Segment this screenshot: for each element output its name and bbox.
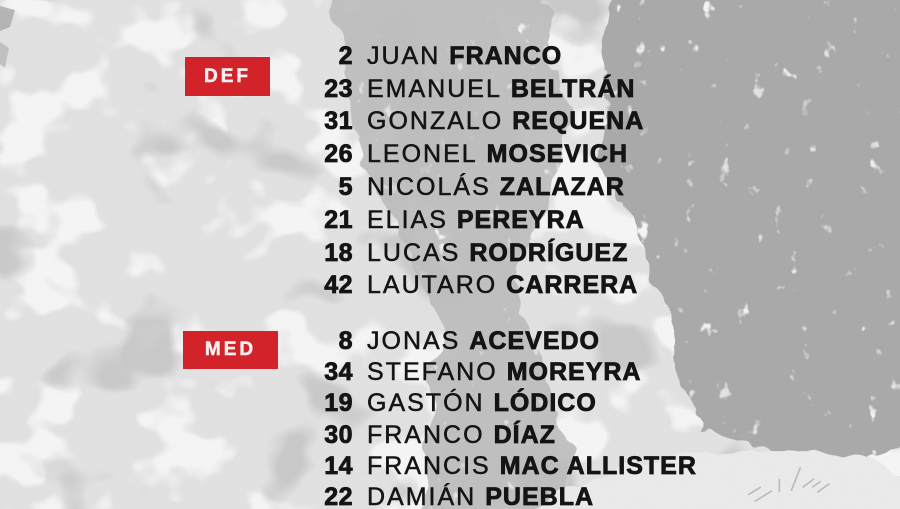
player-last-name: REQUENA [512,107,645,136]
player-number: 21 [324,205,353,234]
section-badge-med-label: MED [204,339,257,361]
player-number: 31 [324,107,353,136]
player-row: 8 JONAS ACEVEDO [0,326,900,357]
player-first-name: FRANCO [367,420,485,449]
player-last-name: MOSEVICH [486,140,629,169]
player-number: 19 [324,389,353,418]
player-last-name: CARRERA [506,271,639,300]
player-last-name: BELTRÁN [510,74,636,103]
player-last-name: RODRÍGUEZ [469,238,629,267]
section-badge-med: MED [183,331,278,369]
player-last-name: MOREYRA [506,358,642,387]
player-row: 23 EMANUEL BELTRÁN [0,73,900,106]
player-number: 14 [324,451,353,480]
player-number: 5 [338,173,353,202]
player-first-name: LEONEL [367,140,478,169]
player-first-name: DAMIÁN [367,483,477,509]
player-row: 26 LEONEL MOSEVICH [0,138,900,171]
player-row: 30 FRANCO DÍAZ [0,420,900,451]
player-row: 21 ELIAS PEREYRA [0,204,900,237]
player-last-name: ACEVEDO [469,327,600,356]
player-row: 5 NICOLÁS ZALAZAR [0,171,900,204]
section-badge-def: DEF [185,57,270,96]
player-last-name: FRANCO [449,41,563,70]
player-last-name: ZALAZAR [499,173,625,202]
player-number: 26 [324,140,353,169]
player-first-name: LUCAS [367,238,461,267]
player-number: 23 [324,74,353,103]
roster-med: 8 JONAS ACEVEDO 34 STEFANO MOREYRA 19 GASTÓN LÓD… [0,326,900,509]
player-last-name: MAC ALLISTER [499,451,697,480]
player-first-name: STEFANO [367,358,498,387]
player-number: 2 [338,41,353,70]
player-number: 22 [324,483,353,509]
player-row: 31 GONZALO REQUENA [0,106,900,139]
player-row: 22 DAMIÁN PUEBLA [0,482,900,509]
player-last-name: DÍAZ [493,420,556,449]
player-first-name: ELIAS [367,205,448,235]
player-row: 2 JUAN FRANCO [0,40,900,73]
player-first-name: EMANUEL [367,74,502,103]
roster-def: 2 JUAN FRANCO 23 EMANUEL BELTRÁN 31 GONZALO REQU… [0,40,900,302]
player-row: 19 GASTÓN LÓDICO [0,388,900,419]
player-row: 42 LAUTARO CARRERA [0,270,900,303]
player-last-name: PEREYRA [456,205,585,234]
player-first-name: GASTÓN [367,389,485,418]
player-first-name: NICOLÁS [367,173,491,202]
player-number: 18 [324,238,353,267]
player-number: 42 [324,271,353,300]
player-row: 14 FRANCIS MAC ALLISTER [0,451,900,482]
section-badge-def-label: DEF [204,65,251,87]
player-number: 30 [324,420,353,449]
player-first-name: FRANCIS [367,451,491,481]
player-last-name: LÓDICO [493,389,597,418]
player-first-name: GONZALO [367,107,504,136]
player-first-name: LAUTARO [367,271,498,300]
player-row: 34 STEFANO MOREYRA [0,357,900,388]
player-number: 8 [338,327,353,356]
player-first-name: JUAN [367,41,441,71]
player-last-name: PUEBLA [485,483,595,509]
player-number: 34 [324,358,353,387]
player-first-name: JONAS [367,327,461,356]
player-row: 18 LUCAS RODRÍGUEZ [0,237,900,270]
